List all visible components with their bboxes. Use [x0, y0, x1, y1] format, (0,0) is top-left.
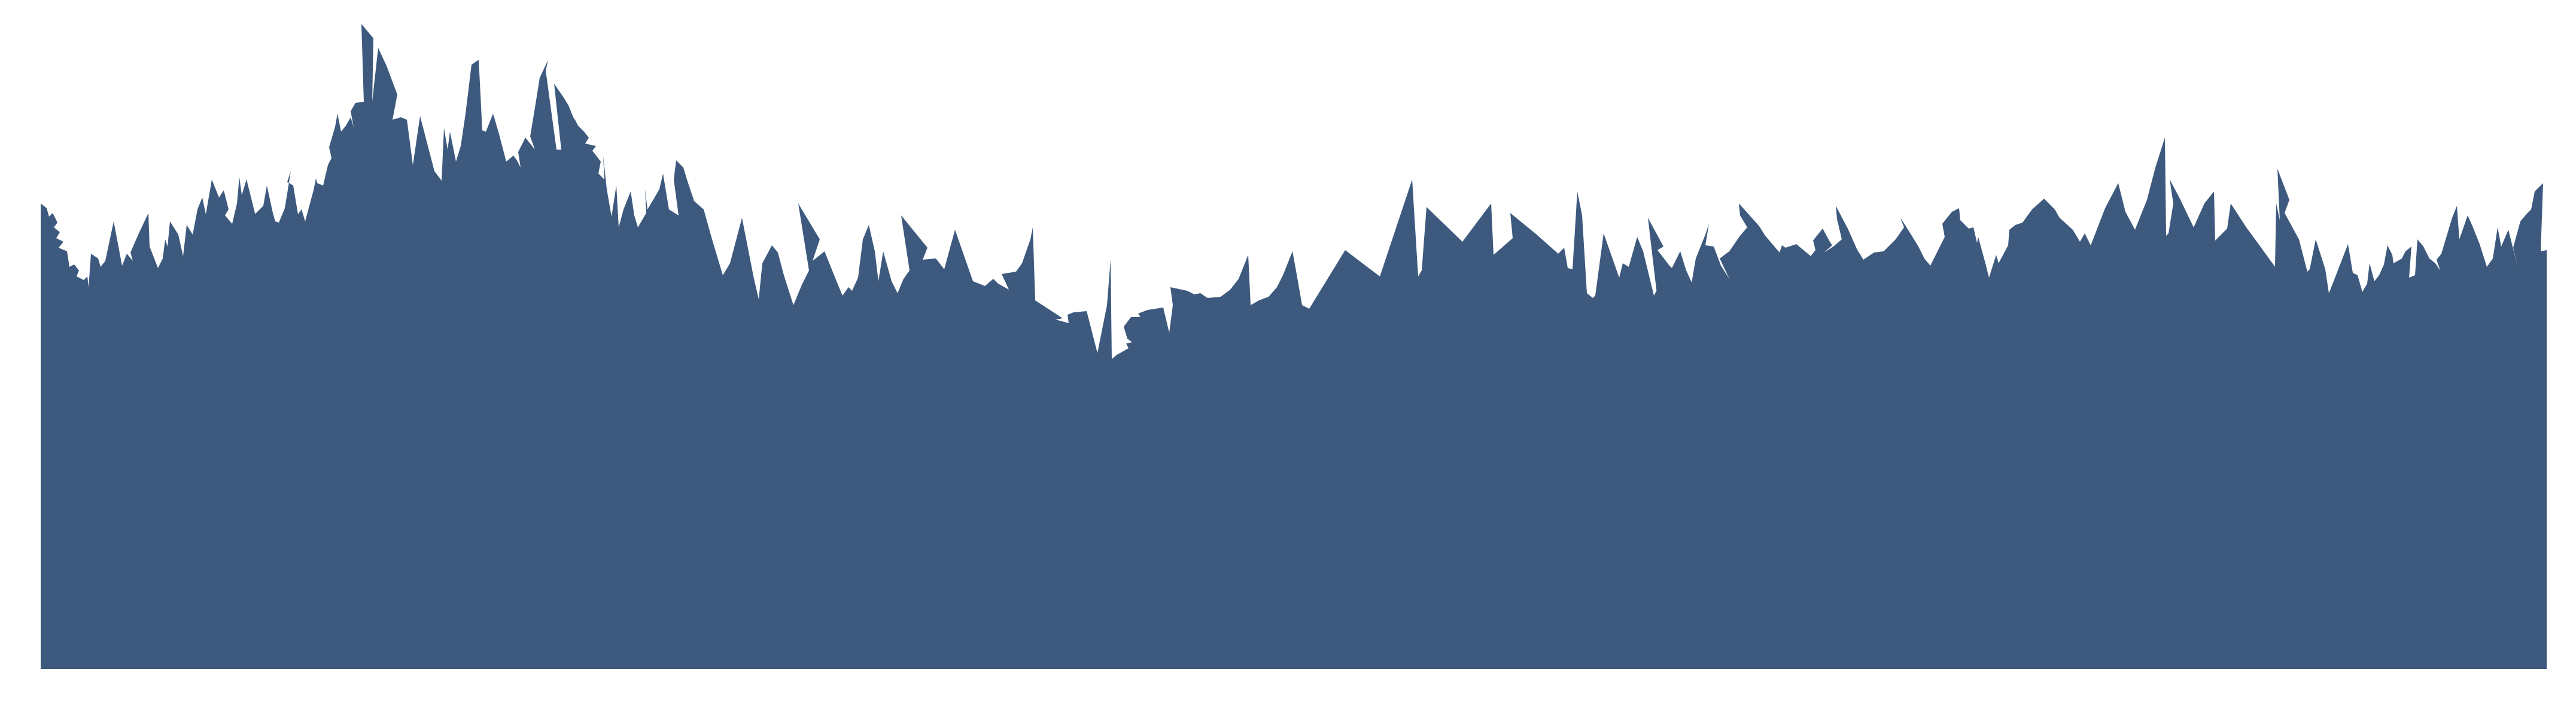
- grass-silhouette-shape: [41, 24, 2547, 669]
